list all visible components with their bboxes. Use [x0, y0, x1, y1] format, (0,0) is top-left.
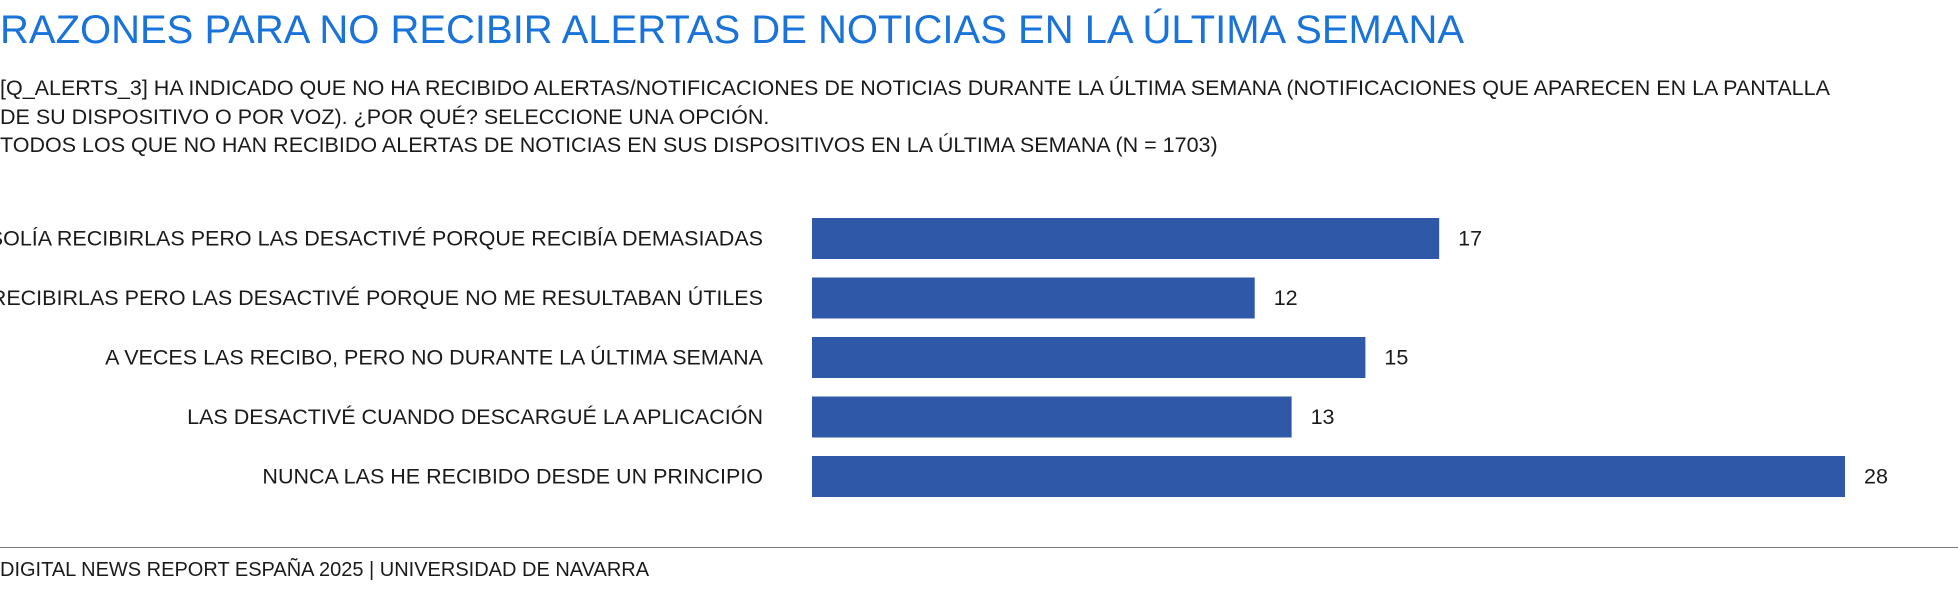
bar-value-label: 12: [1274, 286, 1298, 310]
bar: [812, 456, 1845, 497]
bar: [812, 337, 1366, 378]
bar: [812, 277, 1255, 319]
category-label: SOLÍA RECIBIRLAS PERO LAS DESACTIVÉ PORQ…: [0, 285, 763, 310]
bar-chart: SOLÍA RECIBIRLAS PERO LAS DESACTIVÉ PORQ…: [0, 210, 1958, 510]
category-label: A VECES LAS RECIBO, PERO NO DURANTE LA Ú…: [105, 345, 764, 370]
bar-chart-svg: SOLÍA RECIBIRLAS PERO LAS DESACTIVÉ PORQ…: [0, 218, 1888, 497]
chart-subtitle: [Q_ALERTS_3] HA INDICADO QUE NO HA RECIB…: [0, 74, 1830, 160]
subtitle-question-line-2: DE SU DISPOSITIVO O POR VOZ). ¿POR QUÉ? …: [0, 104, 770, 129]
footer-source: DIGITAL NEWS REPORT ESPAÑA 2025 | UNIVER…: [0, 559, 650, 581]
category-label: NUNCA LAS HE RECIBIDO DESDE UN PRINCIPIO: [262, 465, 763, 489]
bar-value-label: 17: [1458, 227, 1482, 251]
bar-value-label: 13: [1311, 405, 1335, 429]
bar: [812, 396, 1292, 438]
category-label: SOLÍA RECIBIRLAS PERO LAS DESACTIVÉ PORQ…: [0, 226, 763, 251]
category-label: LAS DESACTIVÉ CUANDO DESCARGUÉ LA APLICA…: [187, 404, 763, 429]
subtitle-question-line-1: [Q_ALERTS_3] HA INDICADO QUE NO HA RECIB…: [0, 76, 1830, 100]
bar: [812, 218, 1440, 259]
bar-value-label: 28: [1864, 465, 1888, 489]
chart-title: RAZONES PARA NO RECIBIR ALERTAS DE NOTIC…: [0, 8, 1465, 52]
footer-divider: [0, 547, 1958, 548]
bar-value-label: 15: [1384, 346, 1408, 370]
subtitle-base-line: TODOS LOS QUE NO HAN RECIBIDO ALERTAS DE…: [0, 133, 1218, 157]
